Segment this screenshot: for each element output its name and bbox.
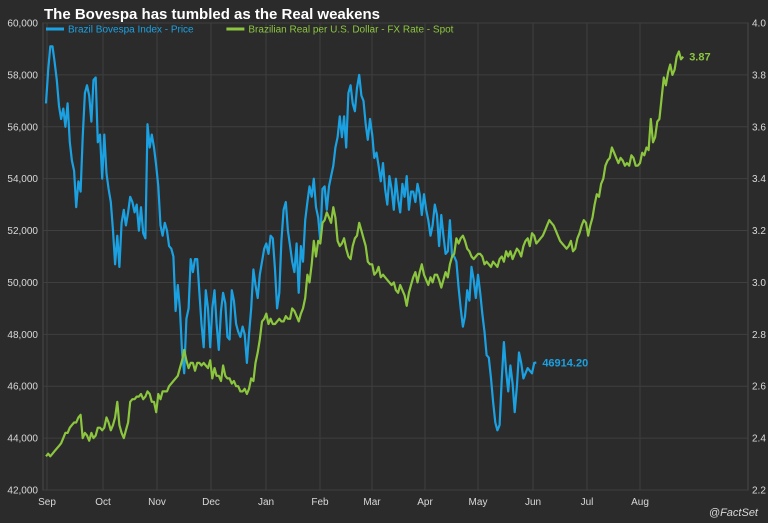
right-tick-label: 3.4 [752,174,766,185]
legend: Brazil Bovespa Index - Price Brazilian Re… [46,25,454,36]
grid [42,22,749,491]
x-tick-label: Jun [525,497,541,508]
left-tick-label: 58,000 [7,70,38,81]
right-tick-label: 2.2 [752,486,766,497]
right-tick-label: 2.4 [752,434,766,445]
x-tick-label: Apr [417,497,433,508]
x-tick-label: Dec [202,497,220,508]
left-tick-label: 42,000 [7,486,38,497]
end-labels: 46914.20 3.87 [542,52,710,370]
right-tick-label: 3.2 [752,226,766,237]
left-tick-label: 50,000 [7,278,38,289]
end-value-label-0: 46914.20 [542,358,588,370]
right-tick-label: 3.8 [752,70,766,81]
left-tick-label: 52,000 [7,226,38,237]
left-tick-label: 44,000 [7,434,38,445]
legend-label-0: Brazil Bovespa Index - Price [68,25,194,36]
x-tick-label: Jul [581,497,594,508]
left-tick-label: 56,000 [7,122,38,133]
right-tick-label: 2.6 [752,382,766,393]
x-tick-label: May [469,497,488,508]
left-tick-label: 54,000 [7,174,38,185]
x-tick-label: Nov [148,497,166,508]
x-tick-label: Sep [38,497,56,508]
left-axis: 42,000 44,000 46,000 48,000 50,000 52,000 54,0… [7,19,38,497]
x-tick-label: Feb [311,497,329,508]
chart-title: The Bovespa has tumbled as the Real weak… [44,6,380,23]
right-tick-label: 2.8 [752,330,766,341]
right-tick-label: 4.0 [752,19,766,30]
x-tick-label: Mar [363,497,381,508]
x-axis: Sep Oct Nov Dec Jan Feb Mar Apr May Jun Jul Aug [38,497,649,508]
right-tick-label: 3.0 [752,278,766,289]
plot-frame [42,22,749,491]
series-lines [44,45,685,458]
x-tick-label: Jan [258,497,274,508]
x-tick-label: Oct [95,497,111,508]
left-tick-label: 46,000 [7,382,38,393]
source-label: @FactSet [708,507,758,519]
left-tick-label: 48,000 [7,330,38,341]
series-line-1 [45,50,685,458]
series-line-0 [44,45,537,432]
end-value-label-1: 3.87 [689,52,710,64]
right-axis: 2.2 2.4 2.6 2.8 3.0 3.2 3.4 3.6 3.8 4.0 [752,19,766,497]
left-tick-label: 60,000 [7,19,38,30]
legend-label-1: Brazilian Real per U.S. Dollar - FX Rate… [248,25,453,36]
x-tick-label: Aug [631,497,649,508]
right-tick-label: 3.6 [752,122,766,133]
